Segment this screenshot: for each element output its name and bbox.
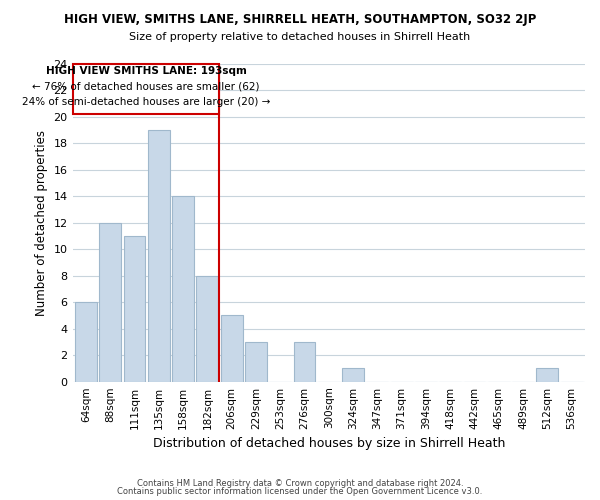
Bar: [293, 342, 316, 382]
Bar: [221, 316, 242, 382]
Text: Contains HM Land Registry data © Crown copyright and database right 2024.: Contains HM Land Registry data © Crown c…: [137, 478, 463, 488]
Y-axis label: Number of detached properties: Number of detached properties: [35, 130, 48, 316]
Text: Contains public sector information licensed under the Open Government Licence v3: Contains public sector information licen…: [118, 487, 482, 496]
Bar: [245, 342, 267, 382]
Bar: [124, 236, 145, 382]
Text: HIGH VIEW, SMITHS LANE, SHIRRELL HEATH, SOUTHAMPTON, SO32 2JP: HIGH VIEW, SMITHS LANE, SHIRRELL HEATH, …: [64, 12, 536, 26]
X-axis label: Distribution of detached houses by size in Shirrell Heath: Distribution of detached houses by size …: [152, 437, 505, 450]
Bar: [196, 276, 218, 382]
FancyBboxPatch shape: [73, 64, 220, 114]
Text: Size of property relative to detached houses in Shirrell Heath: Size of property relative to detached ho…: [130, 32, 470, 42]
Text: ← 76% of detached houses are smaller (62): ← 76% of detached houses are smaller (62…: [32, 82, 260, 92]
Bar: [99, 223, 121, 382]
Bar: [342, 368, 364, 382]
Text: 24% of semi-detached houses are larger (20) →: 24% of semi-detached houses are larger (…: [22, 98, 270, 108]
Bar: [172, 196, 194, 382]
Text: HIGH VIEW SMITHS LANE: 193sqm: HIGH VIEW SMITHS LANE: 193sqm: [46, 66, 247, 76]
Bar: [75, 302, 97, 382]
Bar: [536, 368, 558, 382]
Bar: [148, 130, 170, 382]
